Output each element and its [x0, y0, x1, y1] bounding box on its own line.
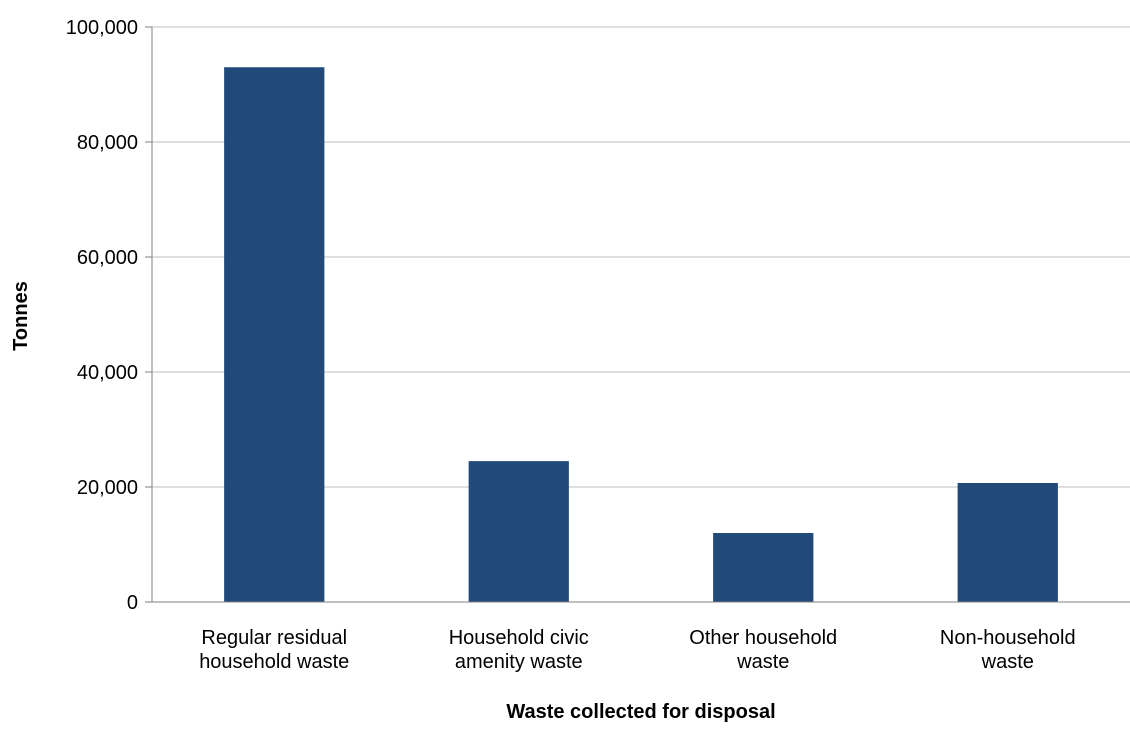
bar — [713, 533, 814, 602]
y-tick-label: 80,000 — [77, 132, 138, 154]
y-axis-title: Tonnes — [10, 281, 32, 351]
x-category-label-line: amenity waste — [455, 651, 583, 673]
y-tick-label: 100,000 — [66, 17, 138, 39]
x-category-label-line: household waste — [199, 651, 349, 673]
bar — [224, 67, 325, 602]
x-category-label: Household civic amenity waste — [449, 627, 589, 673]
y-tick-label: 40,000 — [77, 362, 138, 384]
bars — [224, 67, 1058, 602]
x-category-labels: Regular residual household waste Household… — [199, 627, 1075, 673]
x-category-label: Other household waste — [689, 627, 837, 673]
axes — [145, 26, 1130, 603]
x-axis-title: Waste collected for disposal — [506, 701, 775, 723]
y-tick-labels: 0 20,000 40,000 60,000 80,000 100,000 — [66, 17, 138, 614]
x-category-label-line: Other household — [689, 627, 837, 649]
y-tick-label: 60,000 — [77, 247, 138, 269]
x-category-label: Regular residual household waste — [199, 627, 349, 673]
x-category-label-line: Regular residual — [201, 627, 347, 649]
x-category-label: Non-household waste — [940, 627, 1076, 673]
x-category-label-line: waste — [736, 651, 789, 673]
bar — [468, 461, 569, 602]
y-tick-label: 0 — [127, 592, 138, 614]
y-tick-label: 20,000 — [77, 477, 138, 499]
bar — [957, 482, 1058, 602]
x-category-label-line: waste — [981, 651, 1034, 673]
x-category-label-line: Non-household — [940, 627, 1076, 649]
x-category-label-line: Household civic — [449, 627, 589, 649]
